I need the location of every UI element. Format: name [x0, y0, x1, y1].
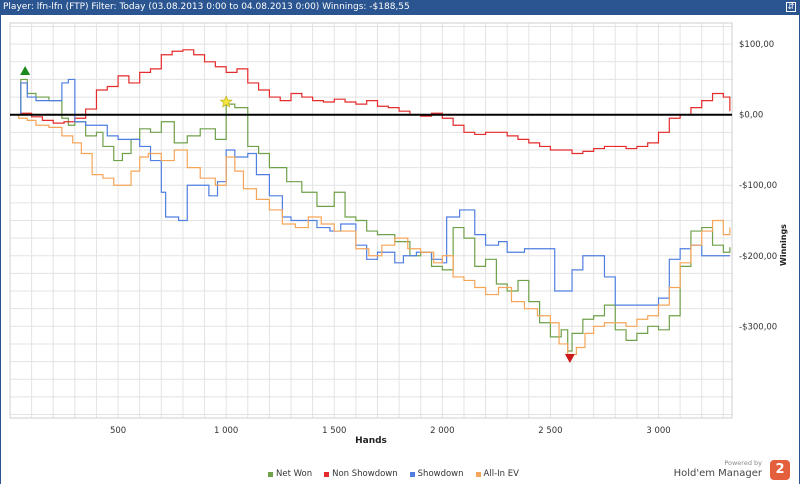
legend-swatch [324, 471, 330, 477]
y-tick-label: -$300,00 [739, 322, 777, 332]
legend-label: All-In EV [483, 469, 519, 479]
frame-border-left [0, 15, 1, 484]
hem2-logo-icon: 2 [770, 460, 790, 480]
series-lines [10, 49, 731, 356]
x-tick-label: 2 000 [430, 426, 454, 436]
legend-swatch [268, 471, 273, 477]
series-line-net-won [10, 78, 731, 352]
legend-label: Showdown [417, 469, 464, 479]
plot-area-border [9, 22, 733, 419]
branding: Powered by Hold'em Manager 2 [674, 458, 790, 484]
legend-label: Non Showdown [332, 469, 398, 479]
y-tick-label: $0,00 [739, 111, 763, 121]
window-title: Player: lfn-lfn (FTP) Filter: Today (03.… [3, 2, 410, 12]
window-titlebar: Player: lfn-lfn (FTP) Filter: Today (03.… [0, 0, 800, 15]
legend-swatch [475, 471, 481, 477]
x-axis-label: Hands [355, 436, 387, 446]
markers [20, 65, 575, 364]
powered-by-text: Powered by [724, 459, 762, 467]
legend-swatch [409, 471, 415, 477]
x-tick-label: 3 000 [646, 426, 670, 436]
legend-item-all-in-ev[interactable]: All-In EV [475, 467, 519, 481]
x-tick-label: 2 500 [538, 426, 562, 436]
min-marker-icon [564, 354, 575, 364]
x-tick-label: 1 500 [322, 426, 346, 436]
x-tick-label: 1 000 [214, 426, 238, 436]
y-axis-label: Winnings [779, 224, 788, 266]
legend-item-non-showdown[interactable]: Non Showdown [324, 467, 398, 481]
legend-label: Net Won [276, 469, 313, 479]
star-marker-icon [219, 95, 233, 108]
series-line-showdown [10, 78, 730, 306]
chart-frame [0, 15, 800, 484]
y-tick-label: $100,00 [739, 40, 774, 50]
winnings-chart: 500 1 000 1 500 2 000 2 500 3 000 $100,00 $0,00… [9, 22, 788, 446]
y-tick-label: -$100,00 [739, 181, 777, 191]
x-tick-label: 500 [110, 426, 126, 436]
series-line-non-showdown [10, 49, 731, 155]
y-tick-label: -$200,00 [739, 252, 777, 262]
chart-legend: Net Won Non Showdown Showdown All-In EV [268, 467, 519, 481]
axes: 500 1 000 1 500 2 000 2 500 3 000 $100,00 $0,00… [10, 40, 777, 436]
product-name: Hold'em Manager [673, 468, 762, 479]
max-marker-icon [20, 65, 31, 75]
series-line-all-in-ev [10, 114, 731, 356]
legend-item-net-won[interactable]: Net Won [268, 467, 312, 481]
titlebar-toggle-icon[interactable]: ⇵ [786, 2, 796, 12]
legend-item-showdown[interactable]: Showdown [409, 467, 464, 481]
